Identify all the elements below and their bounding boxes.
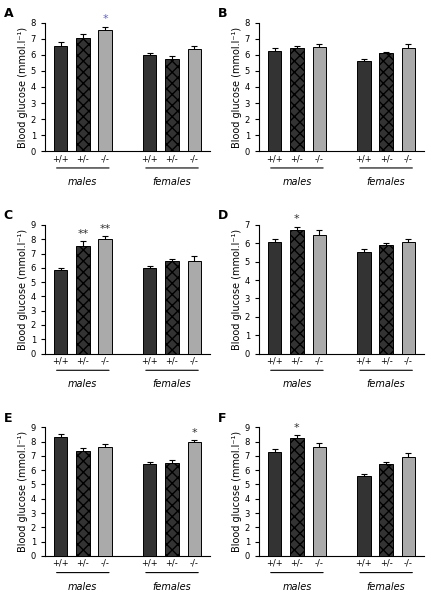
Text: males: males xyxy=(68,581,97,592)
Bar xyxy=(76,245,89,353)
Bar xyxy=(143,464,156,556)
Bar xyxy=(165,463,178,556)
Text: females: females xyxy=(366,177,405,187)
Text: females: females xyxy=(366,379,405,389)
Y-axis label: Blood glucose (mmol.l⁻¹): Blood glucose (mmol.l⁻¹) xyxy=(231,431,241,552)
Bar xyxy=(289,230,303,353)
Text: females: females xyxy=(152,581,191,592)
Text: males: males xyxy=(282,581,311,592)
Bar xyxy=(356,61,370,151)
Bar xyxy=(378,53,392,151)
Y-axis label: Blood glucose (mmol.l⁻¹): Blood glucose (mmol.l⁻¹) xyxy=(231,26,241,148)
Bar xyxy=(356,251,370,353)
Text: *: * xyxy=(293,423,299,433)
Text: females: females xyxy=(152,379,191,389)
Text: A: A xyxy=(3,7,13,20)
Text: males: males xyxy=(282,379,311,389)
Text: *: * xyxy=(102,14,108,24)
Text: B: B xyxy=(217,7,227,20)
Text: F: F xyxy=(217,412,226,425)
Bar xyxy=(187,442,200,556)
Text: D: D xyxy=(217,209,227,223)
Bar xyxy=(267,242,281,353)
Text: **: ** xyxy=(77,229,88,239)
Bar xyxy=(312,235,325,353)
Bar xyxy=(187,260,200,353)
Bar xyxy=(143,268,156,353)
Bar xyxy=(76,38,89,151)
Bar xyxy=(401,47,414,151)
Bar xyxy=(267,51,281,151)
Text: females: females xyxy=(366,581,405,592)
Bar xyxy=(98,30,111,151)
Bar xyxy=(378,464,392,556)
Bar xyxy=(98,239,111,353)
Bar xyxy=(378,245,392,353)
Y-axis label: Blood glucose (mmol.l⁻¹): Blood glucose (mmol.l⁻¹) xyxy=(18,229,28,350)
Y-axis label: Blood glucose (mmol.l⁻¹): Blood glucose (mmol.l⁻¹) xyxy=(18,26,28,148)
Y-axis label: Blood glucose (mmol.l⁻¹): Blood glucose (mmol.l⁻¹) xyxy=(18,431,28,552)
Bar xyxy=(54,437,67,556)
Text: males: males xyxy=(68,379,97,389)
Bar xyxy=(401,457,414,556)
Bar xyxy=(98,446,111,556)
Bar xyxy=(312,47,325,151)
Text: *: * xyxy=(191,428,197,438)
Y-axis label: Blood glucose (mmol.l⁻¹): Blood glucose (mmol.l⁻¹) xyxy=(231,229,241,350)
Bar xyxy=(289,438,303,556)
Text: males: males xyxy=(68,177,97,187)
Text: males: males xyxy=(282,177,311,187)
Text: E: E xyxy=(3,412,12,425)
Bar xyxy=(356,476,370,556)
Text: **: ** xyxy=(99,224,111,233)
Text: C: C xyxy=(3,209,13,223)
Bar xyxy=(54,46,67,151)
Bar xyxy=(76,451,89,556)
Bar xyxy=(165,262,178,353)
Bar xyxy=(312,446,325,556)
Text: *: * xyxy=(293,214,299,224)
Bar xyxy=(143,55,156,151)
Bar xyxy=(267,452,281,556)
Bar xyxy=(54,270,67,353)
Bar xyxy=(289,47,303,151)
Bar xyxy=(187,49,200,151)
Text: females: females xyxy=(152,177,191,187)
Bar xyxy=(401,242,414,353)
Bar xyxy=(165,59,178,151)
